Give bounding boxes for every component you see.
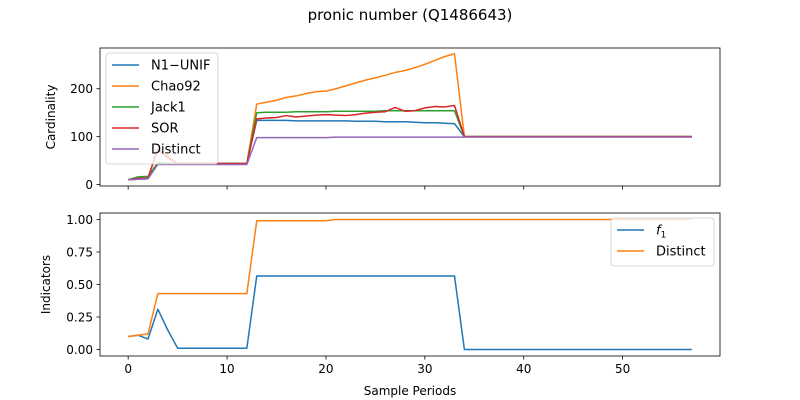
axes-frame <box>99 47 721 187</box>
y-tick-label: 200 <box>70 82 93 96</box>
figure-title: pronic number (Q1486643) <box>308 6 513 24</box>
legend-label: Chao92 <box>151 80 201 95</box>
plot-area <box>127 53 692 181</box>
y-axis-label: Cardinality <box>44 85 58 150</box>
y-axis-label: Indicators <box>39 255 53 314</box>
series-line-top-4 <box>128 136 692 181</box>
series-line-bottom-1 <box>128 218 692 338</box>
legend-item: Distinct <box>112 143 201 158</box>
x-tick-label: 50 <box>615 362 630 376</box>
y-tick-label: 0.75 <box>66 245 93 259</box>
legend-item: f1 <box>617 224 666 241</box>
legend-label: Distinct <box>656 245 706 260</box>
legend-label-main: f <box>656 224 663 239</box>
y-tick-label: 0 <box>85 178 93 192</box>
legend-item: Distinct <box>617 245 706 260</box>
legend-label: Distinct <box>151 143 201 158</box>
series-line-bottom-0 <box>128 275 692 351</box>
bottom-axes: 0 10 20 30 40 50 0.00 0.25 0.50 0.75 1.00 Indicator… <box>39 212 721 398</box>
x-tick-label: 40 <box>516 362 531 376</box>
legend-label: f1 <box>656 224 666 241</box>
y-tick-label: 0.00 <box>66 343 93 357</box>
legend-item: SOR <box>112 122 179 137</box>
y-tick-label: 0.25 <box>66 310 93 324</box>
y-tick-label: 0.50 <box>66 278 93 292</box>
x-tick-label: 10 <box>219 362 234 376</box>
legend: f1 Distinct <box>610 217 715 267</box>
x-tick-label: 20 <box>318 362 333 376</box>
legend-label: Jack1 <box>150 101 186 116</box>
legend-label: SOR <box>151 122 179 137</box>
legend-label-subscript: 1 <box>661 231 667 241</box>
legend-item: Chao92 <box>112 80 201 95</box>
plot-area <box>128 218 692 351</box>
legend-item: Jack1 <box>112 101 186 116</box>
legend-item: N1−UNIF <box>112 59 210 74</box>
legend-frame <box>105 52 219 165</box>
legend: N1−UNIF Chao92 Jack1 SOR Distinct <box>105 52 219 165</box>
y-tick-label: 100 <box>70 130 93 144</box>
x-axis-label: Sample Periods <box>364 384 456 398</box>
top-axes: 0 100 200 Cardinality N1−UNIF Chao92 Jack1 SOR D… <box>44 47 721 192</box>
x-tick-label: 0 <box>124 362 132 376</box>
y-tick-label: 1.00 <box>66 213 93 227</box>
legend-label: N1−UNIF <box>151 59 210 74</box>
x-tick-label: 30 <box>417 362 432 376</box>
